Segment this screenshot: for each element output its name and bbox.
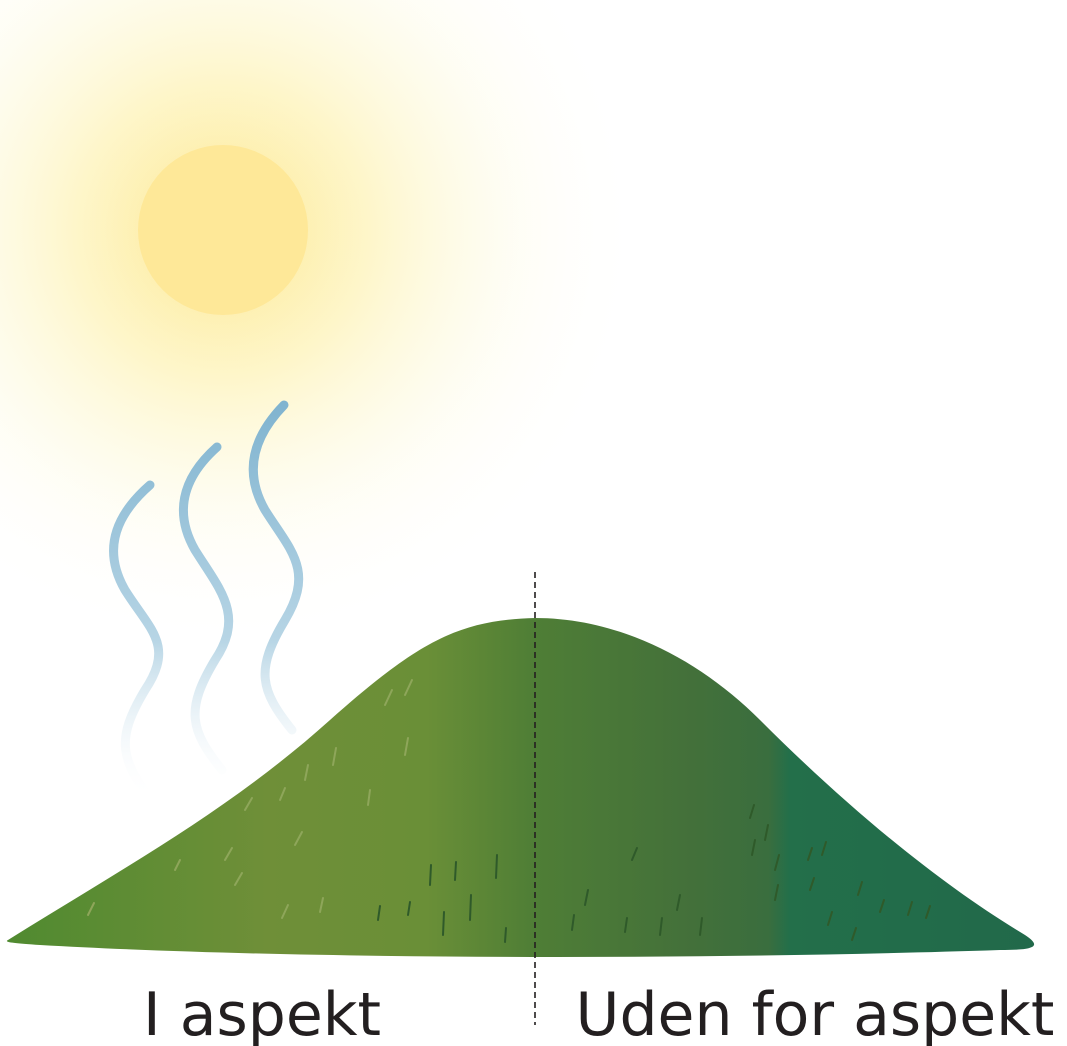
grass-dark (377, 804, 931, 943)
heat-wave (109, 480, 164, 810)
sun (138, 145, 308, 315)
left-label: I aspekt (143, 980, 381, 1046)
grass-light (87, 679, 413, 919)
heat-wave (248, 400, 304, 735)
hill (6, 618, 1035, 957)
sun-glow (0, 0, 700, 700)
right-label: Uden for aspekt (576, 980, 1055, 1046)
heat-wave (179, 442, 234, 775)
heat-waves (109, 400, 304, 810)
